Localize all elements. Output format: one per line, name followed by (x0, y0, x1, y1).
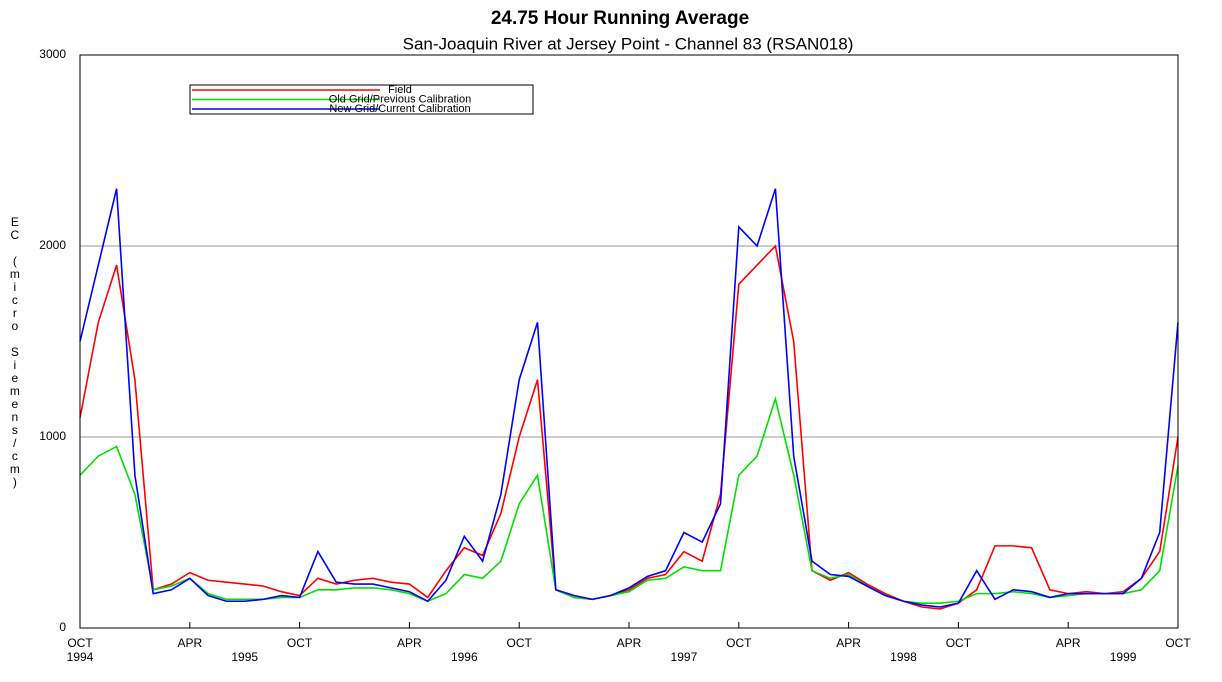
y-tick-label: 0 (59, 620, 66, 634)
series-line (79, 395, 1179, 604)
series-line (79, 188, 1179, 608)
x-tick-label: OCT (946, 636, 972, 650)
y-tick-label: 2000 (39, 238, 66, 252)
x-tick-label: OCT (287, 636, 313, 650)
x-tick-label: APR (177, 636, 202, 650)
x-tick-label: APR (617, 636, 642, 650)
legend-label: Old Grid/Previous Calibration (329, 93, 471, 105)
year-label: 1999 (1110, 650, 1137, 664)
chart-subtitle: San-Joaquin River at Jersey Point - Chan… (403, 34, 854, 53)
chart-title: 24.75 Hour Running Average (491, 8, 749, 29)
year-label: 1994 (67, 650, 94, 664)
year-label: 1995 (231, 650, 258, 664)
legend-label: Field (388, 84, 412, 96)
x-tick-label: APR (836, 636, 861, 650)
plot-frame (79, 54, 1179, 629)
y-tick-label: 1000 (39, 429, 66, 443)
year-label: 1996 (451, 650, 478, 664)
x-tick-label: APR (397, 636, 422, 650)
legend-label: New Grid/Current Calibration (329, 103, 470, 115)
y-tick-label: 3000 (39, 47, 66, 61)
series-line (79, 244, 1179, 610)
x-tick-label: OCT (507, 636, 533, 650)
x-tick-label: OCT (67, 636, 93, 650)
x-tick-label: APR (1056, 636, 1081, 650)
x-tick-label: OCT (1165, 636, 1191, 650)
y-axis-label: EC (micro Siemens/cm) (8, 215, 22, 489)
x-tick-label: OCT (726, 636, 752, 650)
year-label: 1997 (671, 650, 698, 664)
year-label: 1998 (890, 650, 917, 664)
